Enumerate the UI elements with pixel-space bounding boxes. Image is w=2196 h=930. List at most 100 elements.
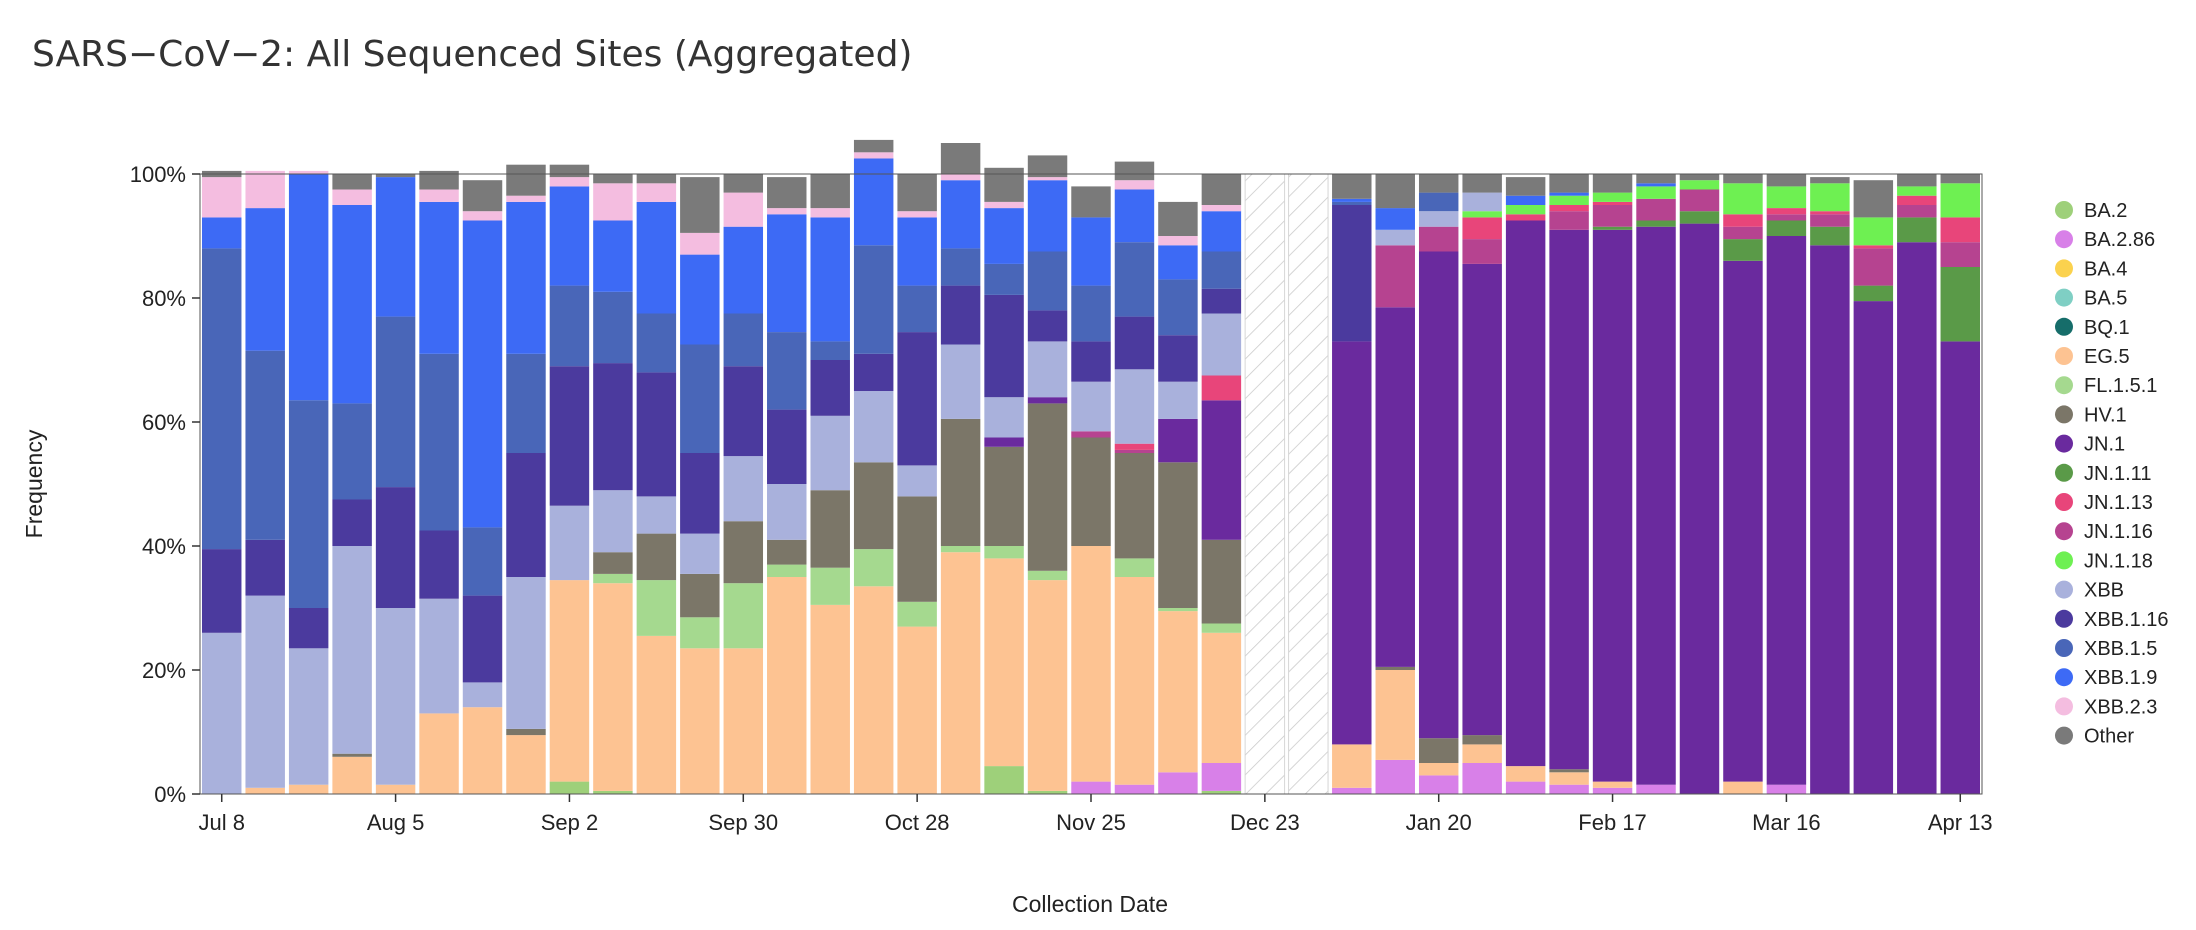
- bar-segment-xbb-1-9[interactable]: [853, 158, 894, 246]
- bar-segment-xbb[interactable]: [1462, 192, 1502, 212]
- bar-segment-xbb[interactable]: [1071, 381, 1111, 432]
- bar-segment-jn-1-11[interactable]: [1940, 267, 1980, 342]
- bar-segment-xbb-1-16[interactable]: [1071, 341, 1111, 382]
- bar-segment-other[interactable]: [1071, 186, 1111, 218]
- bar-segment-other[interactable]: [897, 174, 937, 212]
- bar-segment-jn-1[interactable]: [1853, 301, 1894, 794]
- bar-segment-other[interactable]: [680, 177, 720, 233]
- bar-segment-eg-5[interactable]: [1114, 577, 1155, 785]
- bar-segment-xbb-1-5[interactable]: [419, 353, 459, 531]
- bar-segment-hv-1[interactable]: [1027, 403, 1068, 571]
- bar-segment-eg-5[interactable]: [1375, 670, 1415, 760]
- bar-segment-xbb-2-3[interactable]: [245, 170, 285, 209]
- bar-segment-other[interactable]: [1462, 174, 1502, 193]
- legend-label[interactable]: BA.4: [2084, 258, 2127, 280]
- bar-segment-eg-5[interactable]: [332, 756, 372, 794]
- bar-segment-eg-5[interactable]: [1332, 744, 1372, 788]
- bar-segment-jn-1-13[interactable]: [1505, 214, 1546, 221]
- bar-segment-xbb[interactable]: [549, 505, 590, 581]
- legend-label[interactable]: XBB: [2084, 580, 2124, 602]
- bar-segment-xbb-2-3[interactable]: [1158, 236, 1198, 246]
- bar-segment-hv-1[interactable]: [1462, 735, 1502, 745]
- bar-segment-jn-1-16[interactable]: [1462, 239, 1502, 264]
- bar-segment-jn-1-16[interactable]: [1636, 198, 1676, 221]
- bar-segment-fl-1-5-1[interactable]: [1158, 608, 1198, 612]
- bar-segment-jn-1-16[interactable]: [1549, 211, 1589, 230]
- bar-segment-xbb[interactable]: [1418, 211, 1459, 227]
- bar-segment-xbb[interactable]: [506, 577, 546, 729]
- bar-segment-other[interactable]: [723, 174, 764, 193]
- bar-segment-jn-1[interactable]: [1332, 341, 1372, 745]
- legend-label[interactable]: BA.2: [2084, 200, 2127, 222]
- bar-segment-xbb[interactable]: [940, 344, 981, 419]
- legend-label[interactable]: BQ.1: [2084, 317, 2130, 339]
- bar-segment-other[interactable]: [1940, 174, 1980, 184]
- bar-segment-fl-1-5-1[interactable]: [897, 601, 937, 627]
- bar-segment-fl-1-5-1[interactable]: [723, 583, 764, 649]
- bar-segment-xbb-1-5[interactable]: [1418, 192, 1459, 212]
- bar-segment-other[interactable]: [853, 139, 894, 153]
- bar-segment-ba-2[interactable]: [984, 766, 1024, 794]
- bar-segment-jn-1-11[interactable]: [1679, 211, 1720, 224]
- bar-segment-ba-2[interactable]: [593, 790, 633, 794]
- bar-segment-other[interactable]: [1592, 174, 1633, 193]
- bar-segment-xbb-2-3[interactable]: [1027, 177, 1068, 181]
- bar-segment-xbb-1-16[interactable]: [1332, 205, 1372, 342]
- bar-segment-other[interactable]: [462, 180, 503, 212]
- bar-segment-xbb-1-9[interactable]: [1332, 198, 1372, 202]
- bar-segment-other[interactable]: [593, 174, 633, 184]
- bar-segment-jn-1[interactable]: [1810, 245, 1850, 795]
- bar-segment-ba-2-86[interactable]: [1375, 759, 1415, 794]
- bar-segment-jn-1[interactable]: [1418, 251, 1459, 739]
- bar-segment-xbb-2-3[interactable]: [853, 152, 894, 159]
- bar-segment-xbb-1-5[interactable]: [897, 285, 937, 333]
- bar-segment-jn-1-18[interactable]: [1897, 186, 1937, 196]
- bar-segment-ba-2-86[interactable]: [1462, 763, 1502, 794]
- bar-segment-eg-5[interactable]: [1201, 632, 1242, 763]
- bar-segment-jn-1[interactable]: [1636, 226, 1676, 785]
- bar-segment-xbb-1-16[interactable]: [984, 294, 1024, 398]
- bar-segment-fl-1-5-1[interactable]: [940, 546, 981, 553]
- bar-segment-jn-1-16[interactable]: [1766, 214, 1807, 221]
- bar-segment-other[interactable]: [1636, 174, 1676, 184]
- bar-segment-jn-1[interactable]: [984, 437, 1024, 447]
- bar-segment-ba-2-86[interactable]: [1505, 781, 1546, 794]
- bar-segment-fl-1-5-1[interactable]: [680, 617, 720, 649]
- legend-label[interactable]: BA.2.86: [2084, 229, 2155, 251]
- bar-segment-xbb-1-9[interactable]: [202, 217, 242, 249]
- bar-segment-jn-1[interactable]: [1375, 307, 1415, 667]
- bar-segment-hv-1[interactable]: [680, 573, 720, 618]
- bar-segment-jn-1-13[interactable]: [1940, 217, 1980, 243]
- bar-segment-xbb[interactable]: [810, 415, 850, 491]
- bar-segment-xbb[interactable]: [897, 465, 937, 497]
- bar-segment-xbb-1-9[interactable]: [593, 220, 633, 292]
- bar-segment-jn-1[interactable]: [1940, 341, 1980, 794]
- bar-segment-xbb[interactable]: [1201, 313, 1242, 376]
- bar-segment-xbb[interactable]: [680, 533, 720, 574]
- bar-segment-jn-1[interactable]: [1679, 223, 1720, 795]
- bar-segment-xbb-1-16[interactable]: [636, 372, 677, 497]
- bar-segment-jn-1-13[interactable]: [1897, 195, 1937, 205]
- bar-segment-jn-1[interactable]: [1462, 263, 1502, 736]
- bar-segment-xbb-1-16[interactable]: [419, 530, 459, 599]
- bar-segment-xbb-2-3[interactable]: [810, 208, 850, 218]
- bar-segment-xbb-1-9[interactable]: [810, 217, 850, 342]
- bar-segment-xbb-1-16[interactable]: [375, 487, 416, 608]
- bar-segment-jn-1-13[interactable]: [1201, 375, 1242, 401]
- bar-segment-xbb-1-16[interactable]: [245, 539, 285, 596]
- legend-label[interactable]: XBB.1.9: [2084, 667, 2157, 689]
- bar-segment-jn-1-11[interactable]: [1897, 217, 1937, 243]
- bar-segment-jn-1-11[interactable]: [1723, 239, 1763, 261]
- bar-segment-xbb[interactable]: [853, 391, 894, 463]
- legend-label[interactable]: JN.1.16: [2084, 521, 2153, 543]
- bar-segment-jn-1[interactable]: [1505, 220, 1546, 767]
- bar-segment-other[interactable]: [419, 170, 459, 190]
- bar-segment-eg-5[interactable]: [1071, 546, 1111, 782]
- bar-segment-jn-1[interactable]: [1201, 400, 1242, 540]
- bar-segment-ba-2[interactable]: [1027, 790, 1068, 794]
- bar-segment-xbb-1-9[interactable]: [506, 201, 546, 354]
- bar-segment-xbb-1-9[interactable]: [1636, 183, 1676, 187]
- bar-segment-xbb-1-9[interactable]: [1549, 192, 1589, 196]
- bar-segment-jn-1-13[interactable]: [1810, 211, 1850, 215]
- bar-segment-xbb[interactable]: [767, 484, 807, 540]
